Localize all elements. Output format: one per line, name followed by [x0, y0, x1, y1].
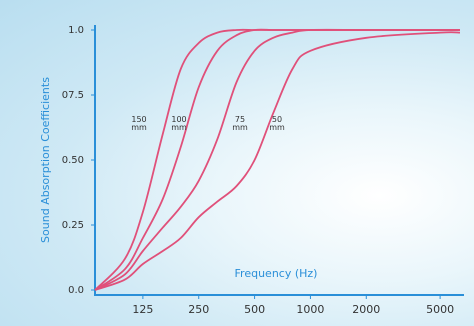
curve-label: 50 mm [269, 115, 285, 132]
x-axis-label: Frequency (Hz) [235, 267, 318, 280]
y-tick-label: 0.25 [62, 220, 84, 231]
curve-label: 100 mm [171, 115, 187, 132]
y-tick-label: 0.50 [62, 155, 84, 166]
y-tick-label: 07.5 [62, 90, 84, 101]
y-tick-label: 0.0 [68, 285, 84, 296]
x-tick-label: 250 [188, 303, 209, 316]
curve [94, 28, 460, 291]
curve [94, 31, 461, 291]
x-tick-label: 5000 [426, 303, 454, 316]
x-tick-label: 125 [132, 303, 153, 316]
x-tick-label: 1000 [296, 303, 324, 316]
y-tick-label: 1.0 [68, 25, 84, 36]
x-tick-label: 500 [244, 303, 265, 316]
y-axis-label: Sound Absorption Coefficients [39, 77, 52, 243]
curve [94, 28, 460, 291]
curve-label: 150 mm [131, 115, 147, 132]
curve-label: 75 mm [232, 115, 248, 132]
x-tick-label: 2000 [352, 303, 380, 316]
curve [94, 28, 460, 291]
